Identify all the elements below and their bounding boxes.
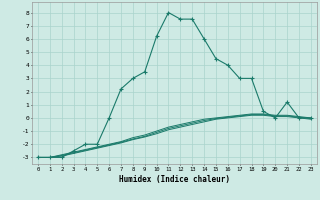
X-axis label: Humidex (Indice chaleur): Humidex (Indice chaleur) xyxy=(119,175,230,184)
